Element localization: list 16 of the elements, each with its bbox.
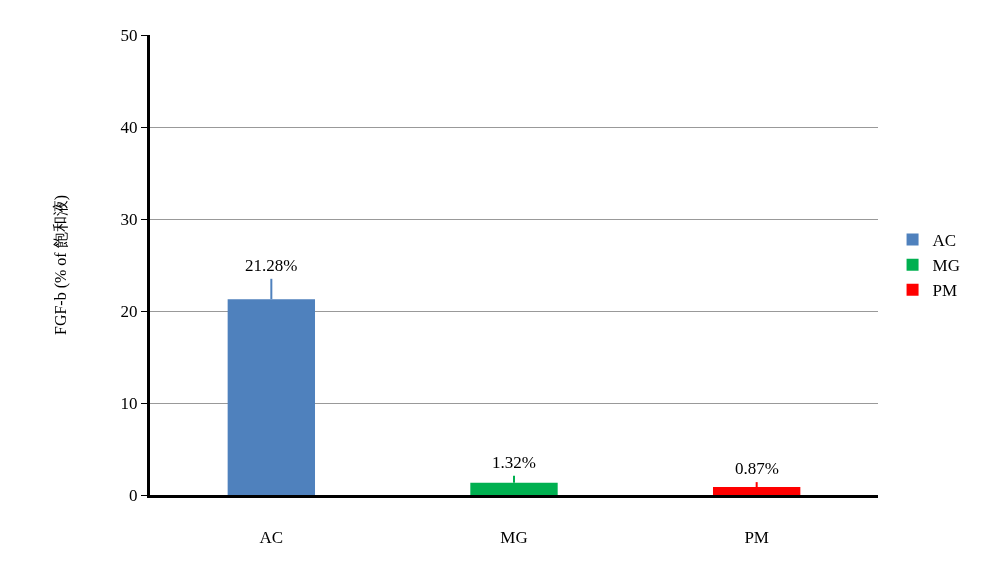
y-tick-label: 10 — [120, 393, 138, 413]
legend-label: MG — [932, 256, 960, 276]
x-tick-label: MG — [500, 528, 528, 548]
y-tick-label: 40 — [120, 117, 138, 137]
y-tick-label: 50 — [120, 25, 138, 45]
legend-label: PM — [932, 281, 958, 301]
data-label: 1.32% — [492, 453, 536, 472]
data-label: 21.28% — [245, 256, 298, 275]
legend-label: AC — [932, 231, 957, 251]
y-tick-label: 0 — [129, 485, 138, 505]
data-label: 0.87% — [735, 459, 779, 478]
y-axis-title: FGF-b (% of 飽和液) — [52, 195, 71, 335]
x-tick-label: AC — [259, 528, 284, 548]
y-tick-label: 30 — [120, 209, 138, 229]
x-tick-label: PM — [744, 528, 769, 548]
y-tick-label: 20 — [120, 301, 138, 321]
